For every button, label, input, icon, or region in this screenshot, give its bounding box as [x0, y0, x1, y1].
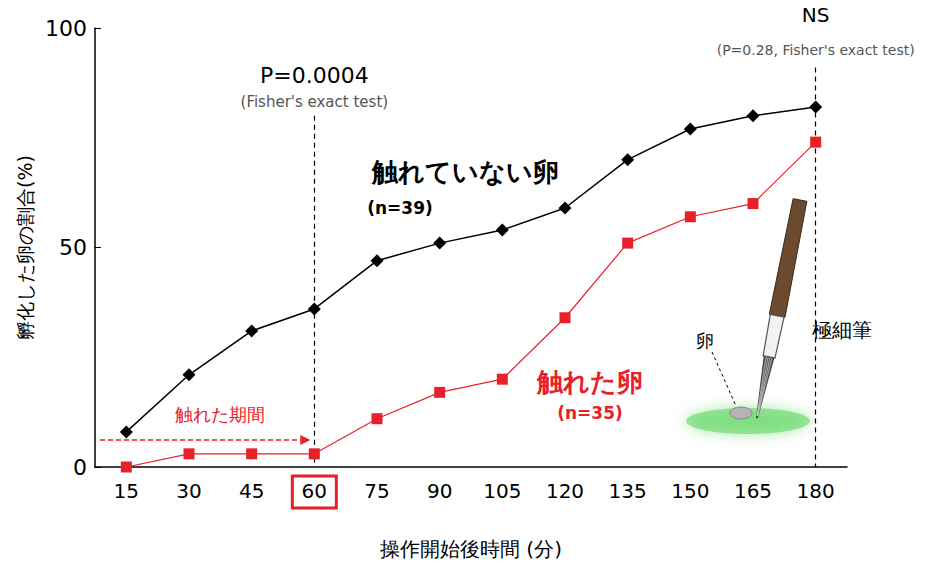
svg-text:(n=39): (n=39)	[367, 198, 433, 218]
svg-text:15: 15	[114, 479, 139, 503]
svg-text:60: 60	[302, 479, 327, 503]
svg-text:P=0.0004: P=0.0004	[260, 63, 369, 88]
svg-text:100: 100	[45, 16, 87, 41]
svg-text:135: 135	[609, 479, 647, 503]
svg-text:165: 165	[734, 479, 772, 503]
svg-text:150: 150	[671, 479, 709, 503]
svg-text:75: 75	[364, 479, 389, 503]
svg-text:(Fisher's exact test): (Fisher's exact test)	[241, 93, 389, 111]
svg-text:操作開始後時間 (分): 操作開始後時間 (分)	[380, 537, 562, 561]
svg-text:90: 90	[427, 479, 452, 503]
svg-text:(n=35): (n=35)	[557, 403, 623, 423]
svg-text:孵化した卵の割合(%): 孵化した卵の割合(%)	[14, 155, 36, 340]
svg-text:0: 0	[73, 455, 87, 480]
svg-text:105: 105	[483, 479, 521, 503]
svg-text:触れた期間: 触れた期間	[175, 404, 265, 425]
svg-text:30: 30	[176, 479, 201, 503]
svg-text:120: 120	[546, 479, 584, 503]
svg-text:NS: NS	[802, 3, 830, 27]
svg-text:極細筆: 極細筆	[812, 318, 872, 342]
svg-text:180: 180	[797, 479, 835, 503]
svg-text:卵: 卵	[696, 330, 714, 351]
svg-text:触れていない卵: 触れていない卵	[371, 157, 559, 187]
svg-text:50: 50	[59, 235, 87, 260]
svg-text:45: 45	[239, 479, 264, 503]
svg-text:触れた卵: 触れた卵	[536, 367, 643, 397]
svg-text:(P=0.28, Fisher's exact test): (P=0.28, Fisher's exact test)	[717, 42, 915, 58]
